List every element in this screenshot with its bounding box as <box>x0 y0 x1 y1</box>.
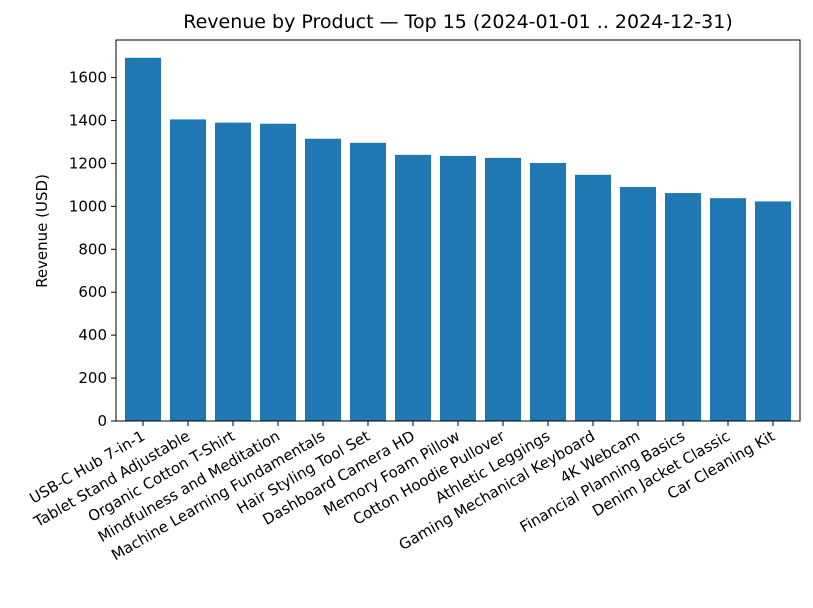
plot-frame <box>115 39 801 422</box>
bar-13 <box>665 193 701 421</box>
bar-11 <box>575 174 611 421</box>
bars-group <box>125 57 791 422</box>
chart-title: Revenue by Product — Top 15 (2024-01-01 … <box>183 11 733 33</box>
y-tick-label-3: 600 <box>78 283 107 301</box>
y-tick-label-2: 400 <box>78 326 107 344</box>
bar-3 <box>215 122 251 421</box>
y-tick-label-6: 1200 <box>69 154 107 172</box>
y-tick-label-0: 0 <box>97 412 107 430</box>
y-axis-label: Revenue (USD) <box>33 174 51 288</box>
y-tick-label-1: 200 <box>78 369 107 387</box>
y-tick-label-8: 1600 <box>69 69 107 87</box>
bar-12 <box>620 187 656 421</box>
bar-9 <box>485 157 521 421</box>
bar-14 <box>710 198 746 421</box>
bar-4 <box>260 123 296 422</box>
bar-7 <box>395 154 431 421</box>
y-ticks: 0 200 400 600 800 1000 1200 1400 1600 <box>69 69 116 430</box>
bar-5 <box>305 138 341 422</box>
y-tick-label-4: 800 <box>78 240 107 258</box>
bar-6 <box>350 142 386 421</box>
bar-15 <box>755 201 791 421</box>
bar-10 <box>530 162 566 422</box>
bar-8 <box>440 155 476 421</box>
y-tick-label-5: 1000 <box>69 197 107 215</box>
bar-2 <box>170 119 206 422</box>
bar-1 <box>125 57 161 421</box>
y-tick-label-7: 1400 <box>69 111 107 129</box>
